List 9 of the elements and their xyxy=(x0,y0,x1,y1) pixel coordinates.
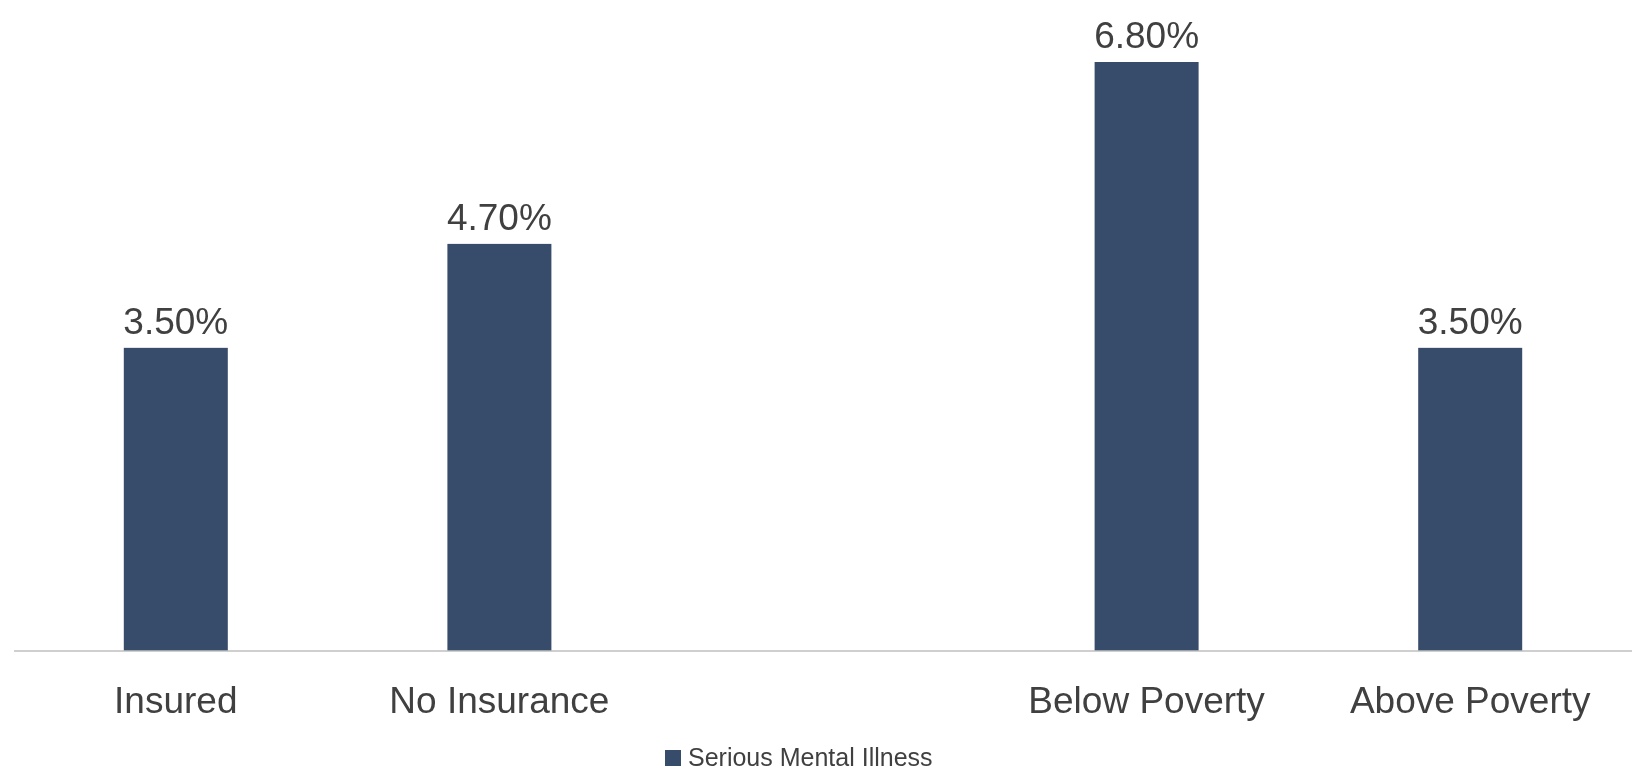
x-tick-label: Insured xyxy=(114,680,238,721)
data-label: 3.50% xyxy=(1417,300,1523,342)
x-tick-label: No Insurance xyxy=(389,680,610,721)
x-tick-label: Below Poverty xyxy=(1028,680,1266,721)
data-label: 4.70% xyxy=(446,196,552,238)
legend-label: Serious Mental Illness xyxy=(688,743,933,771)
data-label: 3.50% xyxy=(123,300,229,342)
data-label: 6.80% xyxy=(1094,15,1200,56)
x-tick-label: Above Poverty xyxy=(1349,680,1592,721)
